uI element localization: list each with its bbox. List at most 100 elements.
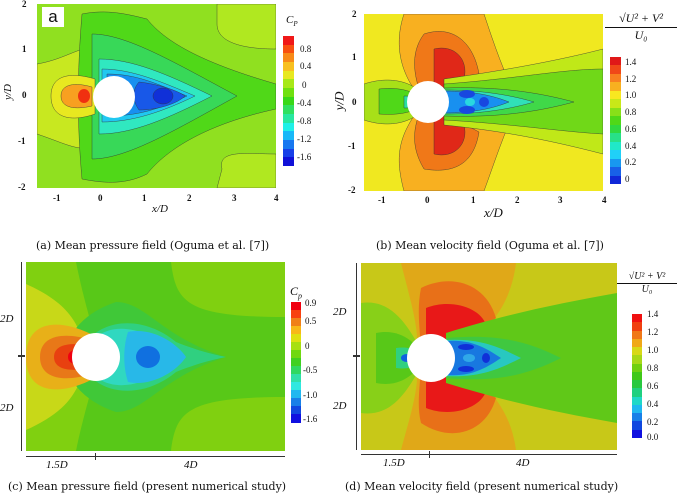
colorbar-swatch (610, 175, 621, 185)
colorbar-tick: 1.2 (625, 74, 637, 84)
y-tick: 2 (352, 9, 357, 19)
colorbar-swatch (291, 334, 301, 343)
panel-label: a (42, 7, 64, 27)
colorbar-tick: -0.8 (297, 116, 312, 126)
colorbar-swatch (610, 82, 621, 92)
colorbar-tick: 0.8 (300, 44, 312, 54)
colorbar-swatch (283, 114, 294, 124)
caption-c: (c) Mean pressure field (present numeric… (8, 480, 287, 493)
colorbar-swatch (632, 421, 642, 431)
width-dimension-tick (429, 451, 430, 458)
colorbar-swatch (632, 338, 642, 348)
colorbar-tick: 0.9 (305, 298, 317, 308)
y-tick: -1 (348, 141, 356, 151)
colorbar-swatch (291, 382, 301, 391)
x-tick: 3 (558, 195, 563, 205)
x-tick: 2 (515, 195, 520, 205)
colorbar-tick: 0.5 (305, 316, 317, 326)
colorbar-swatch (632, 347, 642, 356)
colorbar-swatch (610, 107, 621, 117)
colorbar-tick: 1.0 (625, 90, 637, 100)
colorbar-swatch (610, 141, 621, 151)
colorbar-tick: 1.4 (625, 57, 637, 67)
colorbar-title: √U² + V² U₀ (605, 11, 677, 43)
colorbar-swatch (610, 99, 621, 109)
colorbar-tick: -1.2 (297, 134, 312, 144)
colorbar-swatch (291, 342, 301, 351)
colorbar-tick: -0.4 (297, 98, 312, 108)
colorbar-tick: 0.6 (647, 381, 659, 391)
x-tick: 4 (602, 195, 607, 205)
width-dimension-tick (95, 453, 96, 460)
colorbar (291, 302, 301, 423)
caption-a: (a) Mean pressure field (Oguma et al. [7… (36, 239, 270, 252)
colorbar-tick: 0 (302, 80, 307, 90)
colorbar-swatch (632, 388, 642, 398)
colorbar-tick: 0 (625, 174, 630, 184)
colorbar-swatch (283, 122, 294, 132)
colorbar-tick: 1.2 (647, 327, 659, 337)
panel-b-plot (364, 14, 603, 191)
dimension-downstream: 4D (184, 459, 198, 471)
colorbar-swatch (610, 158, 621, 168)
y-tick: 0 (22, 90, 27, 100)
colorbar-tick: -1.6 (297, 152, 312, 162)
colorbar-swatch (610, 57, 621, 66)
y-axis-label: y/D (1, 84, 14, 100)
x-tick: 1 (142, 193, 147, 203)
colorbar-swatch (291, 302, 301, 311)
colorbar-swatch (291, 358, 301, 367)
colorbar-swatch (283, 79, 294, 89)
colorbar-tick: 0.4 (625, 141, 637, 151)
width-dimension-line (361, 454, 617, 455)
height-dimension-tick (18, 355, 25, 357)
colorbar-swatch (632, 330, 642, 340)
colorbar-swatch (283, 53, 294, 63)
panel-c-plot (26, 262, 285, 451)
colorbar-swatch (610, 124, 621, 134)
colorbar-swatch (283, 157, 294, 167)
colorbar-tick: 0.2 (647, 417, 659, 427)
colorbar-swatch (291, 374, 301, 383)
colorbar-swatch (283, 140, 294, 150)
colorbar-swatch (283, 44, 294, 54)
colorbar-swatch (610, 133, 621, 143)
colorbar-tick: 0.4 (647, 399, 659, 409)
y-tick: -1 (18, 136, 26, 146)
colorbar-swatch (291, 414, 301, 423)
x-tick: 3 (232, 193, 237, 203)
colorbar-tick: 0.8 (647, 363, 659, 373)
colorbar-swatch (291, 350, 301, 359)
colorbar-swatch (283, 62, 294, 72)
x-tick: 0 (425, 195, 430, 205)
colorbar-swatch (291, 310, 301, 319)
colorbar-swatch (291, 406, 301, 415)
caption-b: (b) Mean velocity field (Oguma et al. [7… (376, 239, 604, 252)
colorbar-swatch (283, 96, 294, 106)
colorbar-swatch (291, 398, 301, 407)
colorbar-swatch (632, 322, 642, 332)
y-tick: 1 (352, 52, 357, 62)
colorbar-swatch (291, 390, 301, 399)
colorbar-swatch (632, 429, 642, 439)
colorbar-swatch (610, 65, 621, 75)
colorbar-tick: 0.8 (625, 107, 637, 117)
colorbar-swatch (632, 396, 642, 406)
y-tick: 0 (352, 97, 357, 107)
colorbar-swatch (632, 363, 642, 373)
colorbar-tick: 1.0 (647, 345, 659, 355)
colorbar (283, 36, 294, 167)
x-tick: -1 (53, 193, 61, 203)
dimension-upper: 2D (0, 313, 14, 325)
colorbar-swatch (291, 326, 301, 335)
colorbar-swatch (610, 116, 621, 126)
colorbar-tick: 0.6 (625, 124, 637, 134)
colorbar-tick: 0 (305, 341, 310, 351)
colorbar-swatch (283, 36, 294, 46)
colorbar-swatch (610, 90, 621, 100)
colorbar-tick: 1.4 (647, 309, 659, 319)
y-tick: -2 (348, 185, 356, 195)
colorbar (632, 314, 642, 439)
colorbar-swatch (632, 355, 642, 365)
y-tick: -2 (18, 182, 26, 192)
